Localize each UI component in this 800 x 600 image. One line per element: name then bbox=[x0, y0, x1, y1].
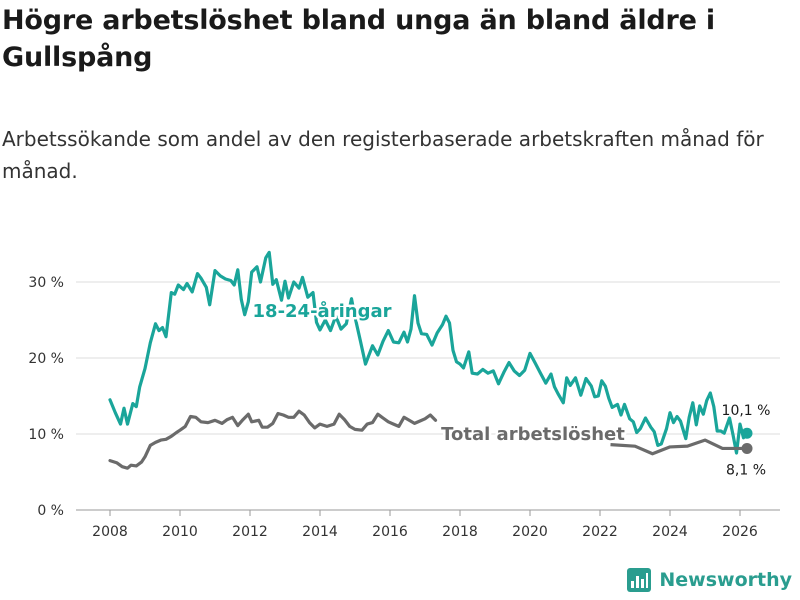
y-tick-label: 0 % bbox=[37, 503, 64, 519]
bar-chart-logo-icon bbox=[627, 568, 652, 592]
chart-subtitle: Arbetssökande som andel av den registerb… bbox=[2, 127, 764, 183]
brand-name: Newsworthy bbox=[659, 569, 792, 591]
x-tick-label: 2024 bbox=[652, 524, 688, 540]
y-tick-label: 20 % bbox=[28, 351, 64, 367]
series-line-18-24 bbox=[108, 250, 749, 455]
end-label-total: 8,1 % bbox=[726, 462, 766, 478]
end-label-18-24: 10,1 % bbox=[722, 403, 771, 419]
series-label-total-halo: Total arbetslöshet bbox=[441, 424, 625, 445]
series-label-18-24-halo: 18-24-åringar bbox=[253, 300, 392, 322]
chart-title: Högre arbetslöshet bland unga än bland ä… bbox=[2, 5, 715, 73]
y-tick-label: 10 % bbox=[28, 427, 64, 443]
x-tick-label: 2010 bbox=[162, 524, 198, 540]
y-tick-label: 30 % bbox=[28, 275, 64, 291]
x-tick-label: 2016 bbox=[372, 524, 408, 540]
series-line-total bbox=[108, 409, 438, 470]
x-tick-label: 2014 bbox=[302, 524, 338, 540]
series-label-total: Total arbetslöshet bbox=[441, 424, 625, 445]
x-tick-label: 2026 bbox=[722, 524, 758, 540]
x-tick-label: 2008 bbox=[92, 524, 128, 540]
x-tick-label: 2020 bbox=[512, 524, 548, 540]
x-tick-label: 2012 bbox=[232, 524, 268, 540]
series-label-18-24: 18-24-åringar bbox=[253, 300, 392, 322]
brand-logo: Newsworthy bbox=[627, 568, 792, 592]
x-tick-label: 2018 bbox=[442, 524, 478, 540]
series-line-total-recent bbox=[610, 438, 747, 456]
end-marker-18-24 bbox=[741, 427, 753, 439]
x-tick-label: 2022 bbox=[582, 524, 618, 540]
end-marker-total bbox=[741, 442, 753, 454]
